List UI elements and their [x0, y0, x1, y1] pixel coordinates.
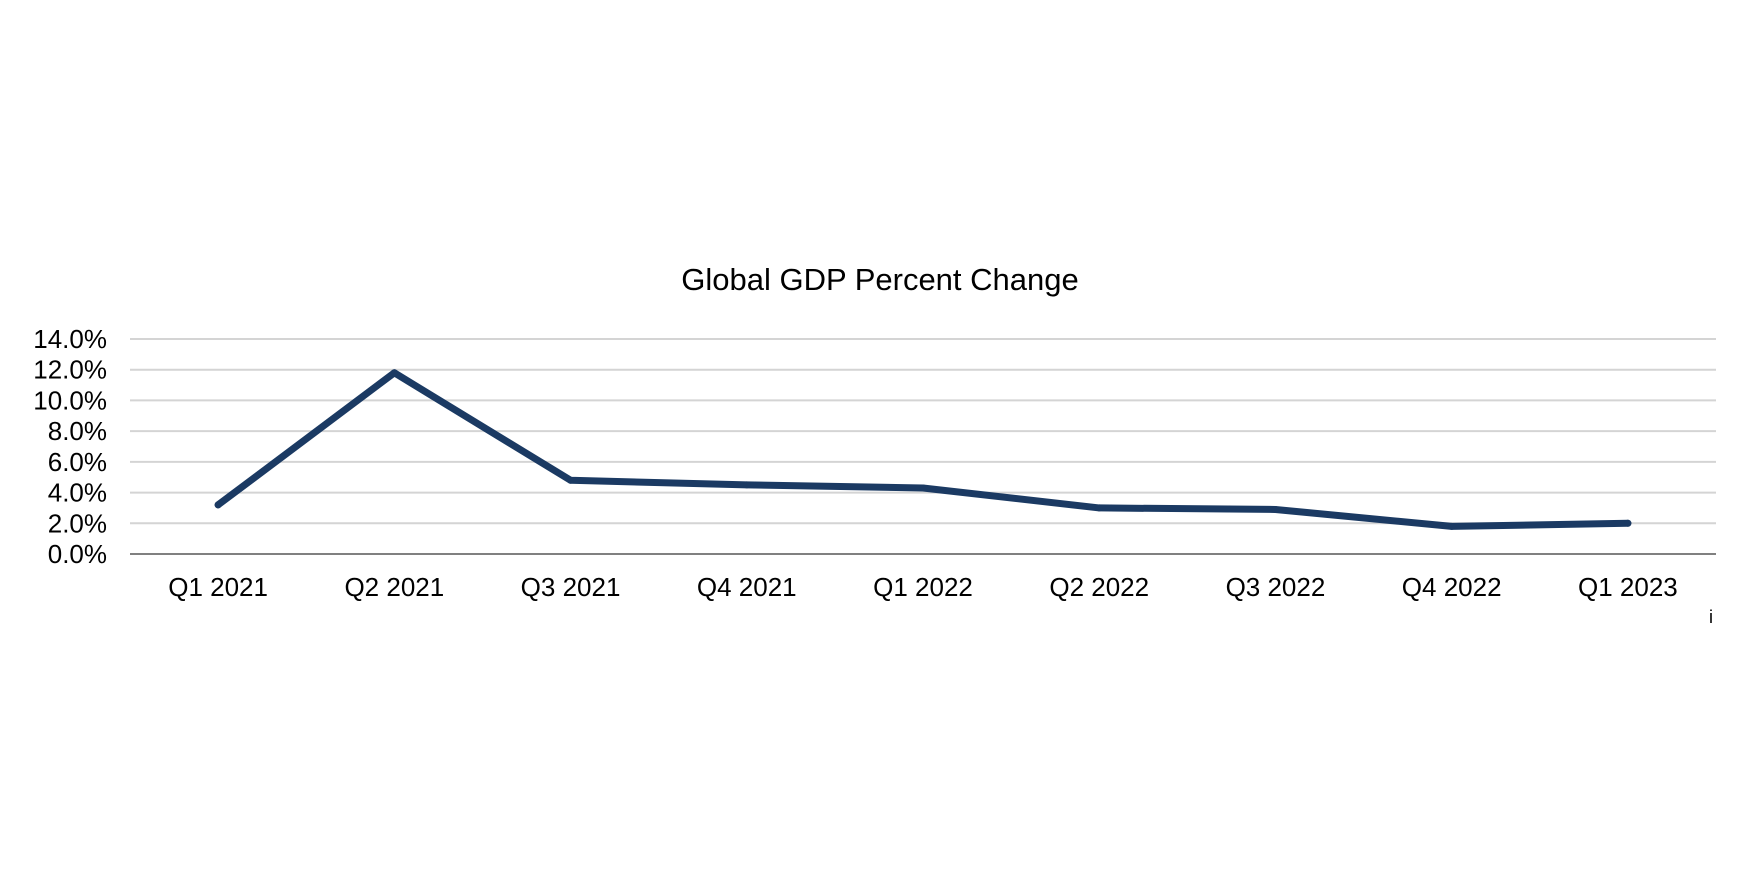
x-tick-label-6: Q3 2022	[1226, 572, 1326, 602]
data-point-0-2	[567, 476, 575, 484]
y-tick-label-3: 6.0%	[48, 447, 107, 477]
x-tick-label-8: Q1 2023	[1578, 572, 1678, 602]
y-tick-label-0: 0.0%	[48, 539, 107, 569]
series-layer	[214, 369, 1632, 530]
data-point-0-1	[390, 369, 398, 377]
x-tick-label-3: Q4 2021	[697, 572, 797, 602]
gridlines	[130, 338, 1716, 525]
y-tick-label-4: 8.0%	[48, 416, 107, 446]
data-point-0-3	[743, 481, 751, 489]
x-tick-label-2: Q3 2021	[521, 572, 621, 602]
x-tick-label-4: Q1 2022	[873, 572, 973, 602]
data-point-0-4	[919, 484, 927, 492]
x-tick-label-5: Q2 2022	[1049, 572, 1149, 602]
series-line-0	[214, 369, 1632, 530]
footnote-mark: i	[1709, 607, 1713, 627]
x-tick-label-0: Q1 2021	[168, 572, 268, 602]
y-axis-tick-labels: 0.0%2.0%4.0%6.0%8.0%10.0%12.0%14.0%	[33, 324, 107, 569]
x-axis-tick-labels: Q1 2021 Q2 2021 Q3 2021 Q4 2021 Q1 2022 Q2 20…	[168, 572, 1678, 602]
x-tick-label-1: Q2 2021	[344, 572, 444, 602]
chart-title: Global GDP Percent Change	[681, 262, 1079, 297]
y-tick-label-7: 14.0%	[33, 324, 107, 354]
data-point-0-5	[1095, 504, 1103, 512]
y-tick-label-6: 12.0%	[33, 355, 107, 385]
y-tick-label-5: 10.0%	[33, 385, 107, 415]
y-tick-label-1: 2.0%	[48, 508, 107, 538]
data-point-0-8	[1624, 519, 1632, 527]
data-point-0-7	[1448, 522, 1456, 530]
y-tick-label-2: 4.0%	[48, 478, 107, 508]
x-tick-label-7: Q4 2022	[1402, 572, 1502, 602]
data-point-0-6	[1271, 505, 1279, 513]
data-point-0-0	[214, 501, 222, 509]
